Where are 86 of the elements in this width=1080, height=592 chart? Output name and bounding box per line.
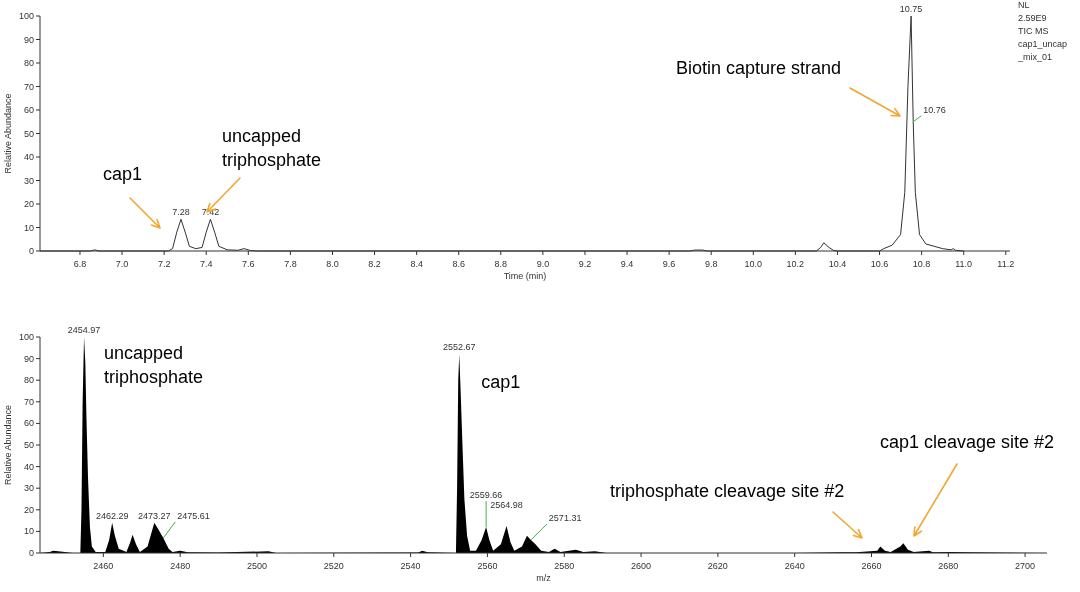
y-tick-label: 50: [23, 440, 34, 450]
y-tick-label: 60: [23, 105, 34, 115]
annotation: cap1 cleavage site #2: [880, 432, 1055, 452]
y-axis-title: Relative Abundance: [3, 404, 13, 486]
y-tick-label: 100: [18, 332, 34, 342]
x-tick-label: 8.6: [452, 259, 465, 269]
x-tick-label: 9.4: [620, 259, 634, 269]
x-tick-label: 2500: [246, 561, 268, 571]
x-tick-label: 2460: [93, 561, 114, 571]
annotation: 2552.67: [443, 342, 476, 353]
annotation: triphosphate cleavage site #2: [610, 481, 845, 501]
annotation: 7.42: [201, 207, 220, 218]
y-tick-label: 80: [23, 375, 34, 386]
x-tick-label: 2580: [554, 561, 575, 571]
x-tick-label: 2520: [323, 561, 344, 571]
x-tick-label: 7.4: [199, 259, 213, 269]
x-axis-title: m/z: [536, 573, 552, 583]
x-tick-label: 9.2: [578, 259, 592, 269]
x-axis-title: Time (min): [503, 271, 547, 281]
x-tick-label: 7.0: [115, 259, 129, 269]
y-tick-label: 50: [23, 128, 34, 139]
annotation: 2475.61: [177, 510, 210, 521]
x-tick-label: 10.0: [744, 259, 763, 269]
y-tick-label: 30: [23, 483, 34, 494]
x-tick-label: 9.6: [662, 259, 676, 269]
x-tick-label: 7.6: [242, 259, 255, 269]
x-tick-label: 2620: [707, 561, 728, 571]
text: TIC MS: [1018, 26, 1049, 36]
y-tick-label: 100: [18, 11, 34, 21]
annotation: 2454.97: [67, 325, 101, 335]
y-tick-label: 10: [23, 526, 34, 537]
x-tick-label: 10.4: [828, 259, 847, 269]
y-tick-label: 40: [23, 152, 34, 162]
annotation: Biotin capture strand: [676, 58, 842, 78]
x-tick-label: 2480: [170, 561, 191, 571]
y-tick-label: 90: [23, 353, 34, 364]
annotation: 10.75: [899, 4, 923, 14]
x-tick-label: 11.2: [997, 259, 1015, 269]
annotation: 7.28: [172, 207, 190, 218]
y-tick-label: 60: [23, 418, 34, 429]
y-tick-label: 10: [23, 222, 34, 233]
annotation: 2564.98: [490, 500, 523, 510]
x-tick-label: 6.8: [73, 259, 87, 269]
x-tick-label: 10.6: [870, 259, 889, 269]
x-tick-label: 10.8: [912, 259, 931, 269]
annotation: cap1: [103, 164, 143, 184]
text: cap1_uncap: [1018, 39, 1068, 49]
x-tick-label: 7.8: [284, 259, 297, 269]
y-tick-label: 40: [23, 461, 34, 472]
y-tick-label: 70: [23, 396, 34, 407]
x-tick-label: 8.0: [326, 259, 339, 269]
text: _mix_01: [1017, 52, 1053, 62]
y-tick-label: 0: [28, 246, 34, 256]
x-tick-label: 2600: [631, 561, 652, 571]
y-axis-title: Relative Abundance: [3, 93, 13, 174]
x-tick-label: 8.4: [410, 259, 423, 269]
x-tick-label: 10.2: [786, 259, 805, 269]
x-tick-label: 2560: [477, 561, 498, 571]
annotation: 2462.29: [95, 510, 129, 521]
text: 2.59E9: [1018, 13, 1047, 23]
annotation: 2571.31: [548, 513, 582, 524]
y-tick-label: 70: [23, 81, 34, 92]
annotation: uncapped triphosphate: [104, 343, 204, 387]
x-tick-label: 8.2: [368, 259, 381, 269]
y-tick-label: 30: [23, 175, 34, 186]
x-tick-label: 2640: [784, 561, 805, 571]
annotation: 10.76: [923, 104, 946, 115]
x-tick-label: 2680: [938, 561, 959, 571]
x-tick-label: 9.8: [704, 259, 718, 269]
text: NL: [1018, 0, 1030, 10]
x-tick-label: 9.0: [536, 259, 550, 269]
x-tick-label: 2700: [1015, 561, 1036, 571]
y-tick-label: 90: [23, 34, 34, 45]
x-tick-label: 7.2: [157, 259, 171, 269]
x-tick-label: 2660: [861, 561, 882, 571]
y-tick-label: 80: [23, 58, 34, 68]
x-tick-label: 11.0: [955, 259, 973, 269]
y-tick-label: 20: [23, 199, 34, 209]
annotation: 2473.27: [138, 510, 171, 521]
annotation: uncapped triphosphate: [222, 126, 322, 170]
x-tick-label: 2540: [400, 561, 421, 571]
annotation: cap1: [481, 372, 521, 393]
y-tick-label: 0: [28, 548, 34, 558]
x-tick-label: 8.8: [494, 259, 508, 269]
y-tick-label: 20: [23, 504, 34, 515]
annotation: 2559.66: [469, 490, 503, 501]
